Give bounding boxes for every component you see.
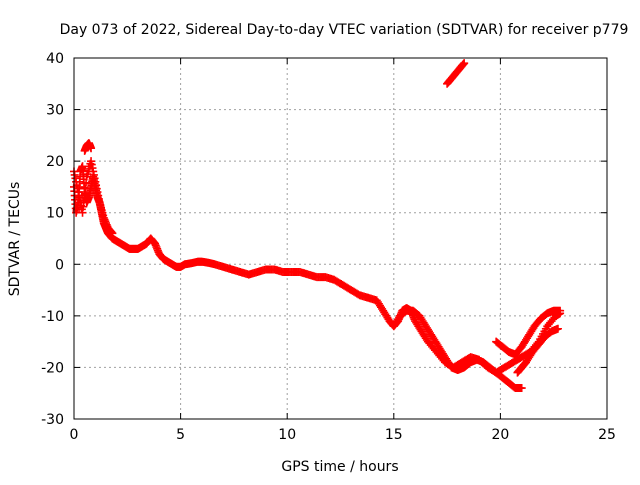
x-tick-labels: 0 5 10 15 20 25: [70, 427, 616, 443]
data-point: [460, 59, 469, 68]
y-tick-label: 30: [46, 103, 64, 119]
series-track-c: [80, 139, 96, 155]
y-tick-label: -20: [41, 360, 64, 376]
data-point: [108, 229, 117, 238]
chart-title: Day 073 of 2022, Sidereal Day-to-day VTE…: [60, 22, 629, 38]
data-point: [553, 324, 562, 333]
y-tick-label: 0: [55, 257, 64, 273]
x-tick-label: 20: [491, 427, 509, 443]
plot-area-frame: [73, 57, 608, 420]
x-tick-label: 15: [385, 427, 403, 443]
y-axis-title: SDTVAR / TECUs: [7, 182, 23, 297]
series-track-g: [443, 59, 469, 88]
y-tick-label: 40: [46, 51, 64, 67]
x-axis-title: GPS time / hours: [281, 459, 398, 475]
data-point: [556, 306, 565, 315]
series-track-f: [513, 324, 562, 377]
y-tick-label: -10: [41, 309, 64, 325]
x-tick-label: 0: [70, 427, 79, 443]
x-tick-label: 10: [278, 427, 296, 443]
y-tick-label: 10: [46, 206, 64, 222]
y-tick-label: 20: [46, 154, 64, 170]
data-point: [87, 144, 96, 153]
grid-lines: [74, 58, 607, 419]
x-tick-label: 25: [598, 427, 616, 443]
y-tick-labels: -30 -20 -10 0 10 20 30 40: [41, 51, 64, 428]
x-tick-label: 5: [176, 427, 185, 443]
y-tick-label: -30: [41, 412, 64, 428]
series-track-e: [492, 306, 565, 359]
series-track-d: [389, 306, 526, 393]
series-track-b: [70, 157, 117, 238]
data-point: [517, 384, 526, 393]
data-points: [70, 59, 565, 393]
